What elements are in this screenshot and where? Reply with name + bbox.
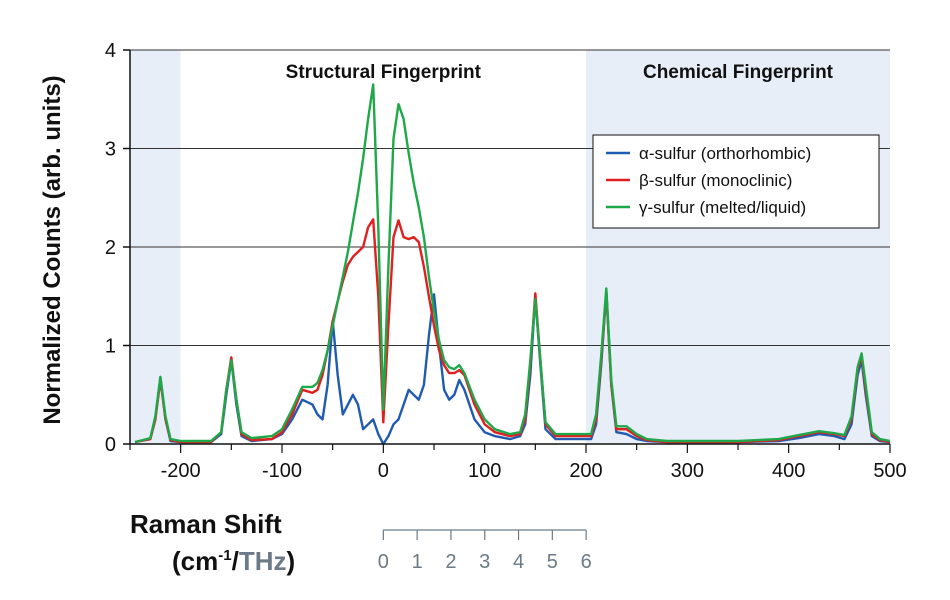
y-tick-label-3: 3 [105, 139, 116, 161]
region-label-chemical-fingerprint: Chemical Fingerprint [643, 62, 834, 83]
thz-tick-label-4: 4 [513, 551, 524, 573]
x-unit-close: ) [287, 546, 296, 576]
x-unit-sup: -1 [218, 547, 231, 564]
y-tick-label-0: 0 [105, 434, 116, 456]
thz-tick-label-6: 6 [581, 551, 592, 573]
x-tick-label-100: 100 [468, 460, 501, 482]
series-line-2 [134, 83, 890, 444]
x-tick-label-400: 400 [772, 460, 805, 482]
legend-label-2: γ-sulfur (melted/liquid) [639, 198, 806, 217]
x-tick-label-0: 0 [378, 460, 389, 482]
region-labels: Structural Fingerprint Chemical Fingerpri… [286, 62, 834, 83]
series-lines [134, 83, 890, 446]
thz-tick-label-0: 0 [378, 551, 389, 573]
x-unit-prefix: (cm [172, 546, 218, 576]
thz-tick-label-1: 1 [412, 551, 423, 573]
legend-label-1: β-sulfur (monoclinic) [639, 171, 792, 190]
x-tick-label-300: 300 [671, 460, 704, 482]
y-tick-label-1: 1 [105, 336, 116, 358]
x-axis-label: Raman Shift [130, 509, 282, 539]
x-unit-sep: / [232, 546, 239, 576]
legend-box [592, 134, 880, 229]
y-tick-label-4: 4 [105, 40, 116, 62]
x-tick-label-500: 500 [873, 460, 906, 482]
x-unit-thz: THz [239, 546, 287, 576]
x-tick-label--200: -200 [161, 460, 201, 482]
legend: α-sulfur (orthorhombic) β-sulfur (monocli… [592, 134, 880, 229]
x-tick-label-200: 200 [569, 460, 602, 482]
thz-tick-label-2: 2 [445, 551, 456, 573]
region-label-structural-fingerprint: Structural Fingerprint [286, 62, 482, 83]
thz-tick-label-3: 3 [479, 551, 490, 573]
legend-label-0: α-sulfur (orthorhombic) [639, 144, 811, 163]
y-axis-label: Normalized Counts (arb. units) [39, 75, 66, 424]
y-tick-label-2: 2 [105, 237, 116, 259]
x-axis-unit-label: (cm-1/THz) [172, 546, 295, 576]
x-tick-label--100: -100 [262, 460, 302, 482]
thz-tick-label-5: 5 [547, 551, 558, 573]
axes: 0 1 2 3 4 -200 -100 0 100 200 300 400 500 [105, 40, 907, 482]
